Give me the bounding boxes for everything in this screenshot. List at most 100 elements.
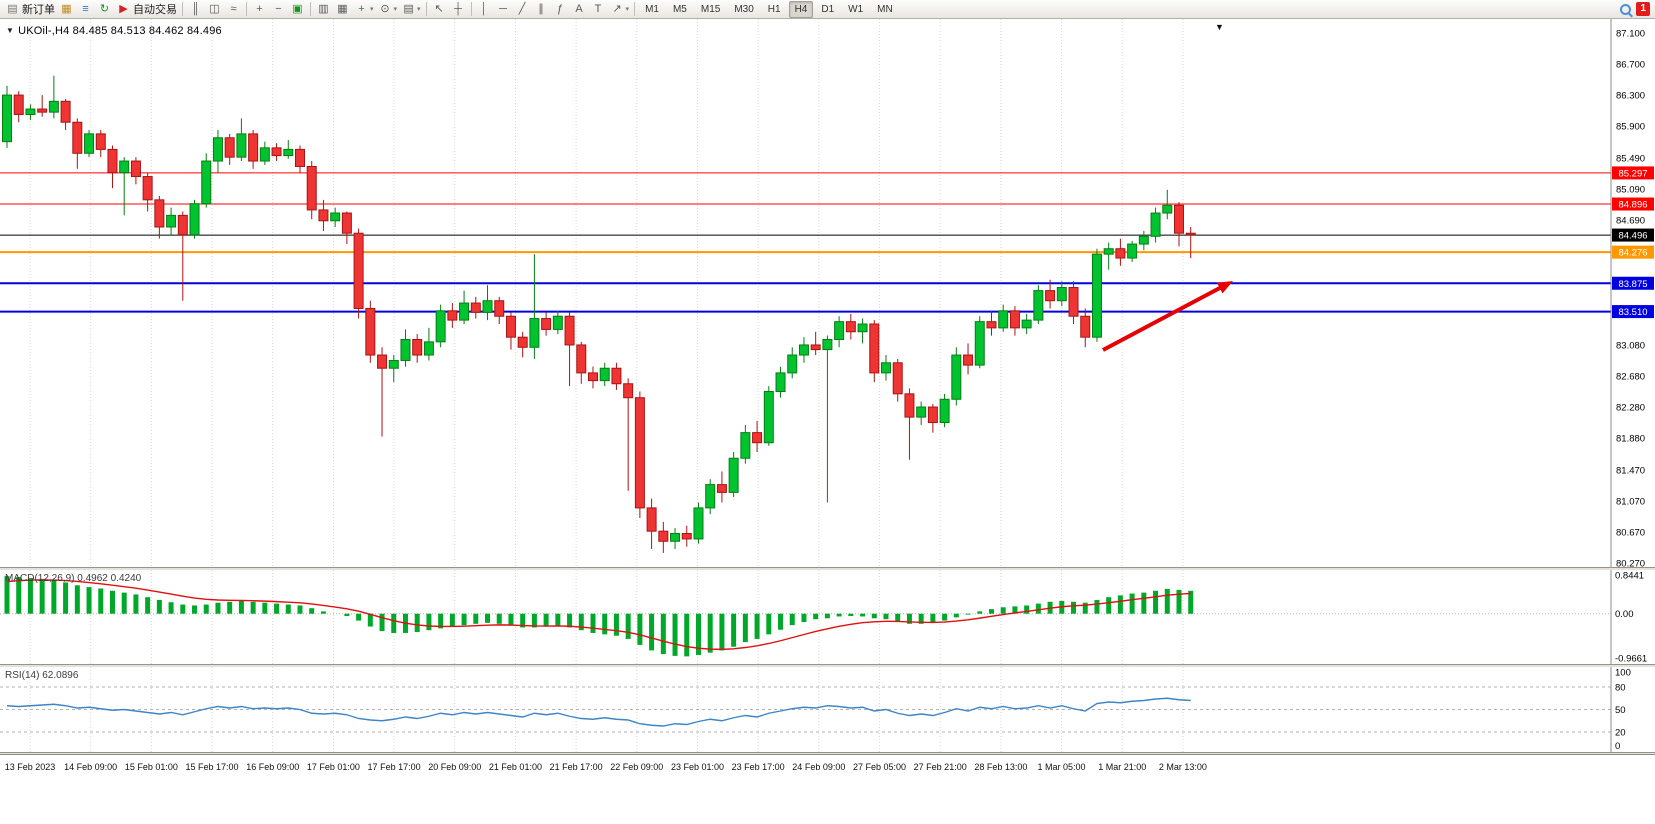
candle-body	[470, 302, 481, 313]
price-chart[interactable]: 87.100 86.700 86.300 85.900 85.490 85.090 84.6…	[0, 19, 1655, 567]
candle-body	[1056, 287, 1067, 302]
timeframe-M15[interactable]: M15	[700, 3, 721, 15]
zoom-out-icon[interactable]: −	[270, 1, 287, 18]
notification-badge[interactable]: 1	[1636, 2, 1650, 16]
dropdown-arrow-icon: ▾	[417, 6, 421, 13]
candle-body	[1068, 287, 1079, 317]
candle-body	[423, 341, 434, 356]
candle-body	[986, 321, 997, 329]
candle-body	[283, 148, 294, 157]
timeframe-MN[interactable]: MN	[877, 3, 893, 15]
horizontal-line-icon[interactable]: ─	[495, 1, 512, 18]
toolbar-separator	[246, 2, 247, 16]
candle-body	[388, 359, 399, 369]
candle-body	[37, 108, 48, 113]
candle-body	[822, 339, 833, 351]
candle-body	[330, 212, 341, 222]
price-badge-label: 83.875	[1618, 279, 1647, 290]
candle-body	[259, 147, 270, 162]
price-badge	[1612, 305, 1654, 319]
timeframe-M30[interactable]: M30	[734, 3, 754, 15]
macd-panel[interactable]: 0.8441 0.00 -0.9661	[0, 570, 1655, 664]
candle-body	[763, 391, 774, 444]
rsi-axis-label: 20	[1615, 728, 1626, 739]
axis-background	[1611, 19, 1655, 567]
candlestick-chart-icon[interactable]: ◫	[206, 1, 223, 18]
time-axis[interactable]: 13 Feb 2023 14 Feb 09:00 15 Feb 01:00 15 Fe…	[0, 754, 1655, 824]
candle-body	[505, 315, 516, 338]
toolbar-separator	[634, 2, 636, 16]
refresh-icon[interactable]: ↻	[96, 1, 113, 18]
macd-chart[interactable]: 0.8441 0.00 -0.9661	[0, 570, 1655, 664]
trend-arrow[interactable]	[1102, 282, 1227, 352]
macd-signal-line	[6, 579, 1191, 651]
bar-chart-icon[interactable]: ║	[187, 1, 204, 18]
panel-divider-1[interactable]	[0, 567, 1655, 570]
candle-body	[459, 302, 470, 321]
search-icon[interactable]	[1620, 3, 1632, 15]
time-axis-label: 13 Feb 2023	[4, 762, 56, 772]
cursor-icon: ↖	[434, 3, 444, 15]
time-axis-label: 14 Feb 09:00	[64, 762, 118, 772]
vertical-line-icon[interactable]: │	[476, 1, 493, 18]
candle-body	[740, 432, 751, 459]
channel-icon[interactable]: ∥	[533, 1, 550, 18]
candle-body	[529, 318, 540, 348]
timeframe-D1[interactable]: D1	[821, 3, 835, 15]
chart-window-icon[interactable]: ▦	[58, 1, 75, 18]
candle-body	[834, 321, 845, 341]
candle-body	[1080, 315, 1091, 338]
market-watch-icon[interactable]: ≡	[77, 1, 94, 18]
candle-body	[775, 372, 786, 393]
fibonacci-icon[interactable]: ƒ	[552, 1, 569, 18]
price-axis-label: 86.700	[1616, 60, 1645, 71]
trendline-icon[interactable]: ╱	[514, 1, 531, 18]
candle-body	[295, 148, 305, 167]
time-axis-label: 27 Feb 05:00	[852, 762, 907, 772]
timeframe-W1[interactable]: W1	[848, 3, 864, 15]
candle-body	[658, 530, 669, 542]
candle-body	[271, 147, 282, 157]
price-axis-label: 84.690	[1616, 216, 1645, 227]
cursor-icon[interactable]: ↖	[431, 1, 448, 18]
new-order-button[interactable]: ▤ 新订单	[4, 1, 56, 18]
tile-windows-icon[interactable]: ▣	[289, 1, 306, 18]
chart-shift-icon[interactable]: ▼	[1215, 22, 1224, 32]
auto-arrange-icon[interactable]: ▥	[315, 1, 332, 18]
price-badge	[1612, 166, 1654, 180]
rsi-chart[interactable]: 100 80 50 20 0	[0, 667, 1655, 752]
trendline-icon: ╱	[518, 3, 526, 15]
auto-trading-button[interactable]: ▶ 自动交易	[115, 1, 178, 18]
label-icon[interactable]: T	[590, 1, 607, 18]
timeframe-H1[interactable]: H1	[767, 3, 781, 15]
candle-body	[494, 300, 505, 317]
price-chart-panel[interactable]: 87.100 86.700 86.300 85.900 85.490 85.090 84.6…	[0, 19, 1655, 567]
templates-button[interactable]: ▤ ▾	[400, 1, 422, 18]
candle-body	[84, 133, 95, 154]
candle-body	[236, 133, 247, 158]
arrows-tool-icon[interactable]: ↗ ▾	[609, 1, 631, 18]
periods-button[interactable]: ⊙ ▾	[377, 1, 399, 18]
timeframe-H4[interactable]: H4	[788, 0, 814, 18]
candle-body	[201, 160, 212, 205]
zoom-in-icon: +	[256, 3, 263, 15]
grid-icon[interactable]: ▦	[334, 1, 351, 18]
time-axis-label: 22 Feb 09:00	[610, 762, 664, 772]
collapse-icon[interactable]: ▼	[6, 26, 15, 35]
line-chart-icon[interactable]: ≈	[225, 1, 242, 18]
zoom-in-icon[interactable]: +	[251, 1, 268, 18]
indicators-button[interactable]: + ▾	[353, 1, 375, 18]
panel-divider-3[interactable]	[0, 752, 1655, 754]
time-axis-label: 2 Mar 13:00	[1158, 762, 1207, 772]
timeframe-M5[interactable]: M5	[672, 3, 687, 15]
candle-body	[189, 203, 200, 236]
candle-body	[166, 214, 177, 228]
time-axis-label: 27 Feb 21:00	[913, 762, 967, 772]
timeframe-M1[interactable]: M1	[645, 3, 659, 15]
text-icon[interactable]: A	[571, 1, 588, 18]
panel-divider-2[interactable]	[0, 664, 1655, 667]
candle-body	[1185, 232, 1196, 236]
crosshair-icon[interactable]: ┼	[450, 1, 467, 18]
candle-body	[48, 100, 59, 113]
rsi-panel[interactable]: 100 80 50 20 0	[0, 667, 1655, 752]
